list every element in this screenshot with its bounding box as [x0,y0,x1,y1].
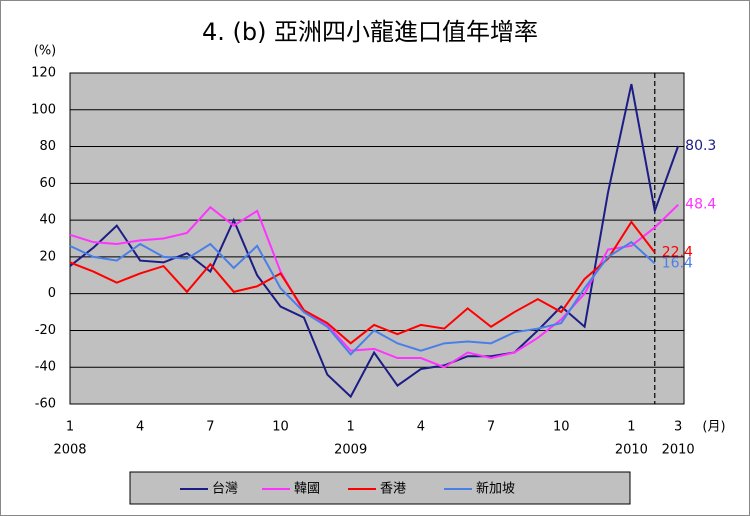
x-tick-label: 4 [417,420,425,435]
end-value-label: 80.3 [685,138,716,154]
legend-label: 香港 [380,482,406,497]
y-tick-label: 120 [31,66,56,81]
y-tick-label: 20 [39,249,56,264]
plot-area [69,72,685,405]
y-tick-label: -40 [35,360,56,375]
end-value-label: 16.4 [662,256,693,272]
x-year-label: 2009 [334,443,367,458]
x-tick-label: 7 [487,420,495,435]
legend [129,471,631,505]
x-tick-label: 10 [553,420,570,435]
y-tick-label: 80 [39,139,56,154]
y-tick-label: 40 [39,213,56,228]
x-tick-label: 7 [206,420,214,435]
x-tick-label: 1 [627,420,635,435]
x-year-label: 2008 [53,443,86,458]
legend-label: 韓國 [294,482,320,497]
series-line [69,240,656,356]
x-tick-label: 1 [347,420,355,435]
y-tick-label: 60 [39,176,56,191]
series-line [69,83,680,399]
x-year-label: 2010 [615,443,648,458]
x-tick-label: 1 [66,420,74,435]
series-line [69,203,679,369]
end-value-label: 22.4 [662,244,693,260]
y-tick-label: 100 [31,102,56,117]
series-line [69,220,656,345]
x-axis-label: (月) [702,420,725,435]
end-value-label: 48.4 [685,197,716,213]
legend-label: 新加坡 [476,481,515,497]
y-tick-label: 0 [48,286,56,301]
x-tick-label: 10 [272,420,289,435]
y-tick-label: -60 [35,397,56,412]
y-tick-label: -20 [35,323,56,338]
x-tick-label: 3 [674,420,682,435]
x-year-label: 2010 [662,443,695,458]
y-axis-label: (%) [34,44,57,59]
chart-title: 4. (b) 亞洲四小龍進口值年增率 [202,18,538,46]
legend-label: 台灣 [212,482,238,497]
x-tick-label: 4 [136,420,144,435]
